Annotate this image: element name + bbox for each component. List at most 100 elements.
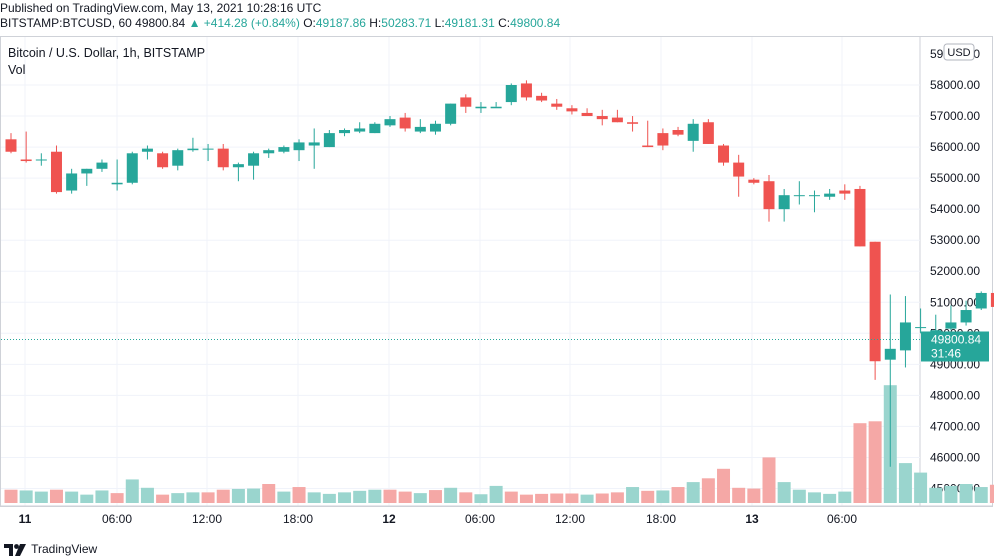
volume-bar	[231, 488, 245, 503]
volume-bar	[762, 457, 776, 503]
close-value: 49800.84	[510, 16, 561, 30]
volume-bar	[171, 493, 185, 503]
chart-legend-title: Bitcoin / U.S. Dollar, 1h, BITSTAMP	[8, 46, 206, 60]
candle-body	[718, 145, 730, 163]
low-value: 49181.31	[444, 16, 495, 30]
volume-bar	[216, 489, 230, 503]
volume-bar	[307, 492, 321, 503]
volume-bar	[65, 491, 79, 503]
candle-body	[323, 133, 335, 148]
candle-body	[596, 116, 608, 120]
y-tick-label: 53000.00	[930, 233, 980, 247]
candle-body	[278, 147, 290, 152]
volume-bar	[368, 489, 382, 503]
candle-body	[414, 126, 426, 132]
volume-bar	[732, 487, 746, 503]
candle-body	[141, 148, 153, 152]
volume-bar	[19, 490, 33, 503]
candle-body	[66, 173, 78, 191]
candle-body	[81, 168, 93, 174]
volume-bar	[413, 493, 427, 503]
candle-body	[748, 179, 760, 183]
y-tick-label: 47000.00	[930, 419, 980, 433]
candle-body	[536, 95, 548, 101]
candle-body	[232, 164, 244, 168]
volume-bar	[807, 492, 821, 503]
volume-bar	[156, 494, 170, 503]
volume-bar	[247, 488, 261, 503]
volume-bar	[474, 494, 488, 503]
candle-body	[308, 142, 320, 146]
volume-bar	[747, 488, 761, 503]
candle-body	[157, 153, 169, 168]
volume-legend: Vol	[8, 63, 26, 77]
volume-bar	[383, 489, 397, 503]
candle-body	[384, 119, 396, 126]
x-tick-label: 06:00	[102, 512, 132, 526]
candle-body	[733, 162, 745, 177]
candle-body	[581, 112, 593, 117]
candle-body	[975, 292, 987, 309]
candle-body	[915, 327, 927, 329]
footer-brand: TradingView	[31, 542, 98, 556]
volume-bar	[201, 492, 215, 503]
volume-bar	[277, 491, 291, 503]
x-tick-label: 12	[382, 512, 396, 526]
candle-body	[611, 117, 623, 123]
candle-body	[460, 97, 472, 107]
volume-bar	[550, 493, 564, 503]
high-label: H:	[369, 16, 382, 30]
candle-body	[824, 193, 836, 197]
currency-badge-label: USD	[947, 47, 970, 59]
y-tick-label: 54000.00	[930, 202, 980, 216]
published-note: Published on TradingView.com, May 13, 20…	[0, 1, 322, 15]
volume-bar	[398, 491, 412, 503]
candle-body	[399, 117, 411, 129]
volume-bar	[4, 489, 18, 503]
volume-bar	[353, 490, 367, 503]
price-change: ▲ +414.28 (+0.84%)	[188, 16, 300, 30]
candle-body	[354, 128, 366, 132]
candle-body	[505, 85, 517, 103]
candle-body	[899, 322, 911, 351]
candle-body	[566, 108, 578, 112]
price-chart[interactable]: 45000.0046000.0047000.0048000.0049000.00…	[0, 0, 994, 540]
candle-body	[96, 162, 108, 169]
open-label: O:	[303, 16, 316, 30]
candle-body	[429, 123, 441, 132]
symbol-timeframe: BITSTAMP:BTCUSD, 60	[0, 16, 132, 30]
close-label: C:	[498, 16, 511, 30]
y-tick-label: 48000.00	[930, 388, 980, 402]
volume-bar	[717, 468, 731, 503]
volume-bar	[989, 484, 994, 503]
candle-body	[763, 181, 775, 210]
candle-body	[35, 159, 47, 161]
volume-bar	[777, 482, 791, 503]
ohlc-header: BITSTAMP:BTCUSD, 60 49800.84 ▲ +414.28 (…	[0, 15, 560, 32]
candle-body	[808, 195, 820, 197]
volume-bar	[944, 485, 958, 503]
candle-body	[475, 106, 487, 109]
y-tick-label: 52000.00	[930, 264, 980, 278]
volume-bar	[853, 423, 867, 503]
y-tick-label: 55000.00	[930, 171, 980, 185]
volume-bar	[610, 492, 624, 503]
volume-bar	[535, 493, 549, 503]
candle-body	[50, 151, 62, 193]
current-price-label-bg	[921, 331, 989, 362]
candle-body	[869, 241, 881, 362]
footer: TradingView	[0, 540, 97, 559]
volume-bar	[125, 479, 139, 503]
x-tick-label: 12:00	[555, 512, 585, 526]
volume-bar	[186, 492, 200, 503]
volume-bar	[489, 485, 503, 503]
bar-countdown-label: 31:46	[931, 346, 961, 360]
volume-bar	[838, 491, 852, 503]
volume-bar	[580, 494, 594, 503]
high-value: 50283.71	[381, 16, 432, 30]
volume-bar	[322, 493, 336, 503]
volume-bar	[823, 493, 837, 503]
candle-body	[520, 83, 532, 98]
volume-bar	[626, 487, 640, 503]
volume-bar	[671, 487, 685, 503]
